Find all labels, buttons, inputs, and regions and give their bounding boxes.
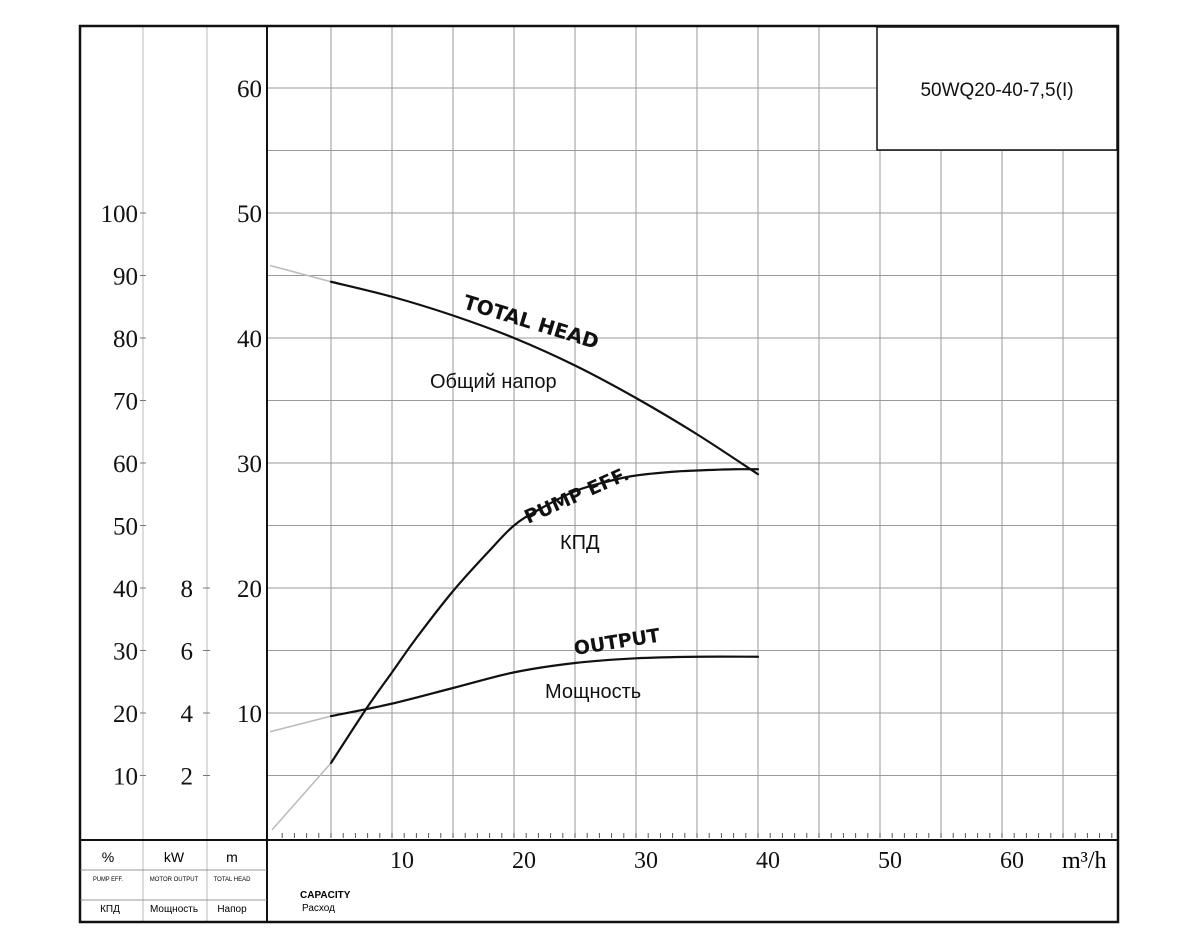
series-label-eff-ru: КПД [560, 532, 600, 554]
eff-axis-title-ru: КПД [100, 904, 120, 915]
eff-tick-label: 60 [113, 451, 138, 478]
axis-legend-footer: % kW m PUMP EFF. MOTOR OUTPUT TOTAL HEAD… [93, 848, 1107, 915]
x-tick-label: 20 [512, 848, 536, 874]
series [269, 264, 760, 831]
eff-tick-label: 100 [101, 201, 139, 228]
eff-tick-label: 30 [113, 639, 138, 666]
power-tick-label: 8 [181, 576, 194, 603]
series-label-power-ru: Мощность [545, 681, 641, 703]
power-tick-label: 4 [181, 701, 194, 728]
x-axis-title-ru: Расход [302, 903, 335, 914]
eff-tick-label: 90 [113, 264, 138, 291]
x-tick-label: 50 [878, 848, 902, 874]
head-tick-label: 20 [237, 576, 262, 603]
head-tick-label: 10 [237, 701, 262, 728]
head-tick-label: 40 [237, 326, 262, 353]
x-tick-label: 40 [756, 848, 780, 874]
eff-unit-label: % [102, 849, 114, 865]
power-unit-label: kW [164, 849, 185, 865]
outer-border [78, 24, 1120, 924]
power-tick-label: 2 [181, 764, 194, 791]
x-axis-title-en: CAPACITY [300, 890, 351, 901]
model-label-box: 50WQ20-40-7,5(I) [876, 26, 1118, 151]
x-tick-label: 60 [1000, 848, 1024, 874]
head-extrapolation [269, 264, 332, 283]
tick-labels: 10 20 30 40 50 60 70 80 90 100 2 4 6 8 10 20 30 40 50 60 10 2… [101, 76, 1025, 874]
eff-tick-label: 40 [113, 576, 138, 603]
frame [78, 24, 1120, 924]
model-label: 50WQ20-40-7,5(I) [920, 80, 1073, 101]
eff-axis-title-en: PUMP EFF. [93, 877, 123, 883]
power-axis-title-en: MOTOR OUTPUT [150, 877, 199, 883]
head-tick-label: 30 [237, 451, 262, 478]
eff-tick-label: 50 [113, 514, 138, 541]
head-axis-title-en: TOTAL HEAD [214, 877, 252, 883]
series-label-head-ru: Общий напор [430, 371, 557, 393]
power-extrapolation [269, 715, 332, 733]
eff-extrapolation [271, 762, 332, 831]
head-unit-label: m [226, 849, 238, 865]
power-tick-label: 6 [181, 639, 194, 666]
eff-tick-label: 70 [113, 389, 138, 416]
series-line-power [329, 655, 760, 718]
head-tick-label: 60 [237, 76, 262, 103]
x-axis-unit: m³/h [1062, 848, 1107, 874]
model-label-border [876, 26, 1118, 151]
head-tick-label: 50 [237, 201, 262, 228]
series-line-head [329, 280, 760, 476]
x-tick-label: 10 [390, 848, 414, 874]
head-axis-title-ru: Напор [217, 904, 247, 915]
power-axis-title-ru: Мощность [150, 904, 198, 915]
series-line-eff [329, 468, 760, 765]
x-tick-label: 30 [634, 848, 658, 874]
eff-tick-label: 80 [113, 326, 138, 353]
eff-tick-label: 10 [113, 764, 138, 791]
eff-tick-label: 20 [113, 701, 138, 728]
